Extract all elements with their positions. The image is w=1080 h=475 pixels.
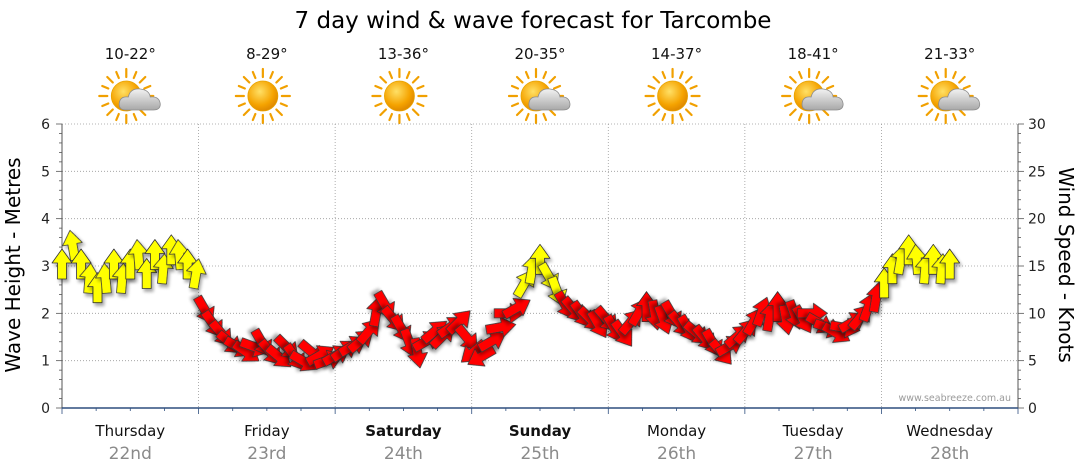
day-date-label: 23rd	[247, 444, 286, 464]
wind-arrow	[144, 239, 166, 270]
wind-arrow	[501, 298, 531, 320]
y-tick-label-right: 0	[1028, 401, 1037, 417]
y-tick-label-right: 25	[1028, 164, 1046, 180]
y-tick-label-right: 15	[1028, 259, 1046, 275]
sun-cloud-icon	[98, 67, 161, 125]
sun-cloud-icon	[917, 67, 981, 125]
y-tick-label-left: 6	[41, 117, 50, 133]
y-tick-label-right: 20	[1028, 212, 1046, 228]
wind-arrow	[939, 248, 961, 280]
day-temperature: 10-22°	[105, 45, 156, 63]
sun-cloud-icon	[781, 67, 844, 125]
chart-grid	[62, 123, 1018, 408]
y-tick-label-right: 10	[1028, 306, 1046, 322]
day-temperature: 14-37°	[651, 45, 702, 63]
y-tick-label-left: 4	[41, 212, 50, 228]
day-date-label: 24th	[384, 444, 423, 464]
day-date-label: 27th	[794, 444, 833, 464]
y-tick-label-left: 1	[41, 354, 50, 370]
y-tick-label-left: 5	[41, 164, 50, 180]
wind-arrow	[186, 258, 207, 290]
day-name-label: Monday	[647, 422, 706, 440]
wind-arrow	[445, 310, 471, 336]
day-name-label: Saturday	[365, 422, 442, 440]
y-tick-label-left: 3	[41, 259, 50, 275]
credit-text: www.seabreeze.com.au	[899, 393, 1012, 404]
chart-title: 7 day wind & wave forecast for Tarcombe	[295, 8, 772, 34]
y-tick-label-right: 5	[1028, 354, 1037, 370]
sun-icon	[234, 67, 291, 125]
day-name-label: Thursday	[94, 422, 165, 440]
x-axis-day-labels: Thursday 22nd Friday 23rd Saturday 24th Sunday…	[94, 422, 993, 464]
y-axis-label-left: Wave Height - Metres	[1, 157, 25, 372]
wind-arrow	[70, 248, 92, 280]
wind-arrow	[467, 345, 497, 367]
sun-icon	[644, 67, 701, 125]
wind-arrow	[529, 243, 551, 275]
day-temperature: 13-36°	[378, 45, 429, 63]
sun-cloud-icon	[507, 67, 571, 125]
y-tick-label-right: 30	[1028, 117, 1046, 133]
day-date-label: 26th	[657, 444, 696, 464]
chart-axes: 0 1 2 3 4 5 6 0 5 10 15 20 25 30	[41, 117, 1046, 417]
daily-forecast-row: 10-22° 8-29° 13-36° 20-35° 14-37° 18-41° 21-33…	[98, 45, 981, 125]
day-name-label: Friday	[244, 422, 290, 440]
day-temperature: 21-33°	[924, 45, 975, 63]
sun-icon	[371, 67, 428, 125]
day-name-label: Tuesday	[782, 422, 844, 440]
day-date-label: 28th	[930, 444, 969, 464]
y-axis-label-right: Wind Speed - Knots	[1054, 167, 1078, 363]
wind-arrow	[51, 248, 73, 280]
wind-arrows	[51, 229, 961, 372]
day-date-label: 22nd	[109, 444, 152, 464]
day-name-label: Sunday	[509, 422, 572, 440]
day-date-label: 25th	[520, 444, 559, 464]
day-name-label: Wednesday	[906, 422, 993, 440]
day-temperature: 20-35°	[514, 45, 565, 63]
wind-arrow	[454, 323, 478, 351]
y-tick-label-left: 0	[41, 401, 50, 417]
y-tick-label-left: 2	[41, 306, 50, 322]
day-temperature: 8-29°	[246, 45, 288, 63]
day-temperature: 18-41°	[788, 45, 839, 63]
